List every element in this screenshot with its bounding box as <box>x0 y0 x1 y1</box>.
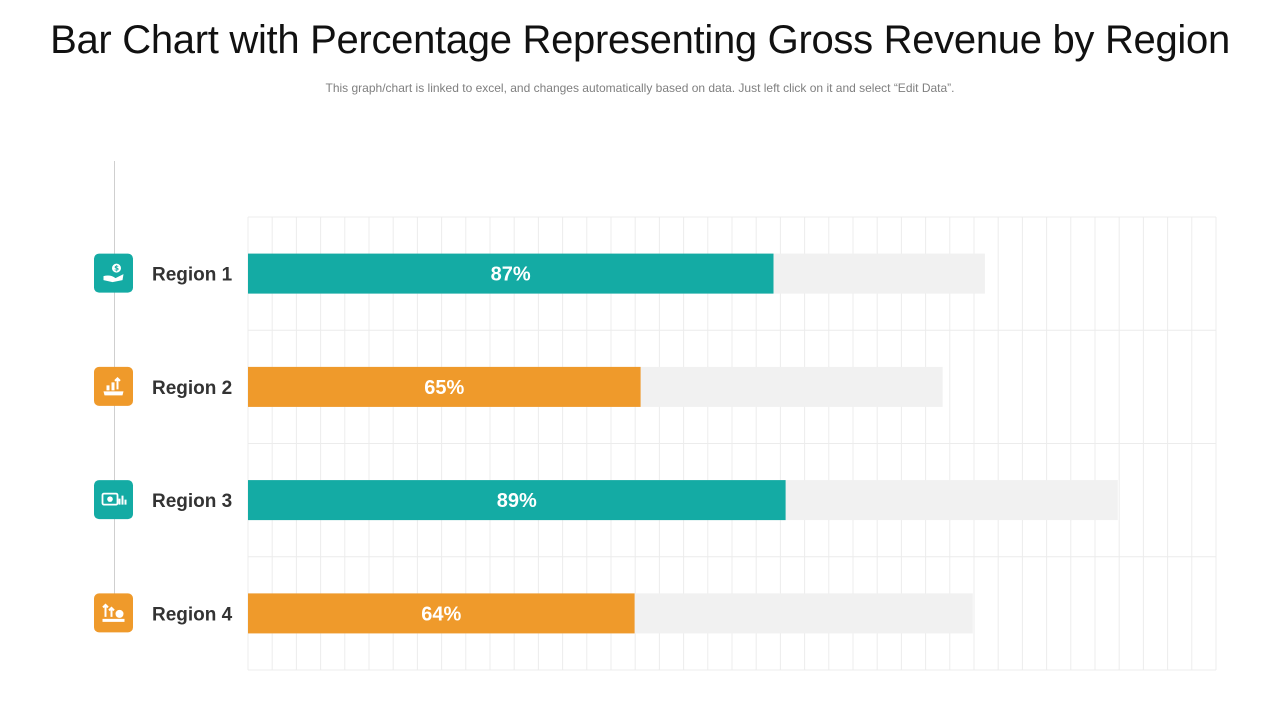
bar-value-label: 89% <box>497 490 537 512</box>
bar-3 <box>248 480 786 521</box>
category-label: Region 3 <box>152 491 232 512</box>
growth-chart-icon <box>94 366 133 406</box>
bar-value-label: 87% <box>491 264 531 286</box>
bar-value-label: 64% <box>421 603 461 625</box>
bar-value-label: 65% <box>424 377 464 399</box>
icon-badge <box>94 253 133 293</box>
category-label: Region 2 <box>152 378 232 399</box>
page-subtitle: This graph/chart is linked to excel, and… <box>325 81 955 95</box>
money-chart-icon <box>94 480 133 520</box>
bar-1 <box>248 253 774 294</box>
hand-dollar-icon: $ <box>94 253 133 293</box>
category-label: Region 1 <box>152 265 233 286</box>
icon-badge <box>94 480 133 520</box>
money-growth-icon <box>94 593 133 633</box>
svg-text:$: $ <box>114 265 119 273</box>
bar-2 <box>248 366 641 407</box>
category-label: Region 4 <box>152 604 233 625</box>
chart-rows: Region 1 $ Region 2 Region 3 Region 4 <box>94 253 233 633</box>
chart-bars: 87% 65% 89% 64% <box>248 253 1118 634</box>
page-title: Bar Chart with Percentage Representing G… <box>50 18 1230 62</box>
bar-4 <box>248 593 635 634</box>
icon-badge <box>94 593 133 633</box>
